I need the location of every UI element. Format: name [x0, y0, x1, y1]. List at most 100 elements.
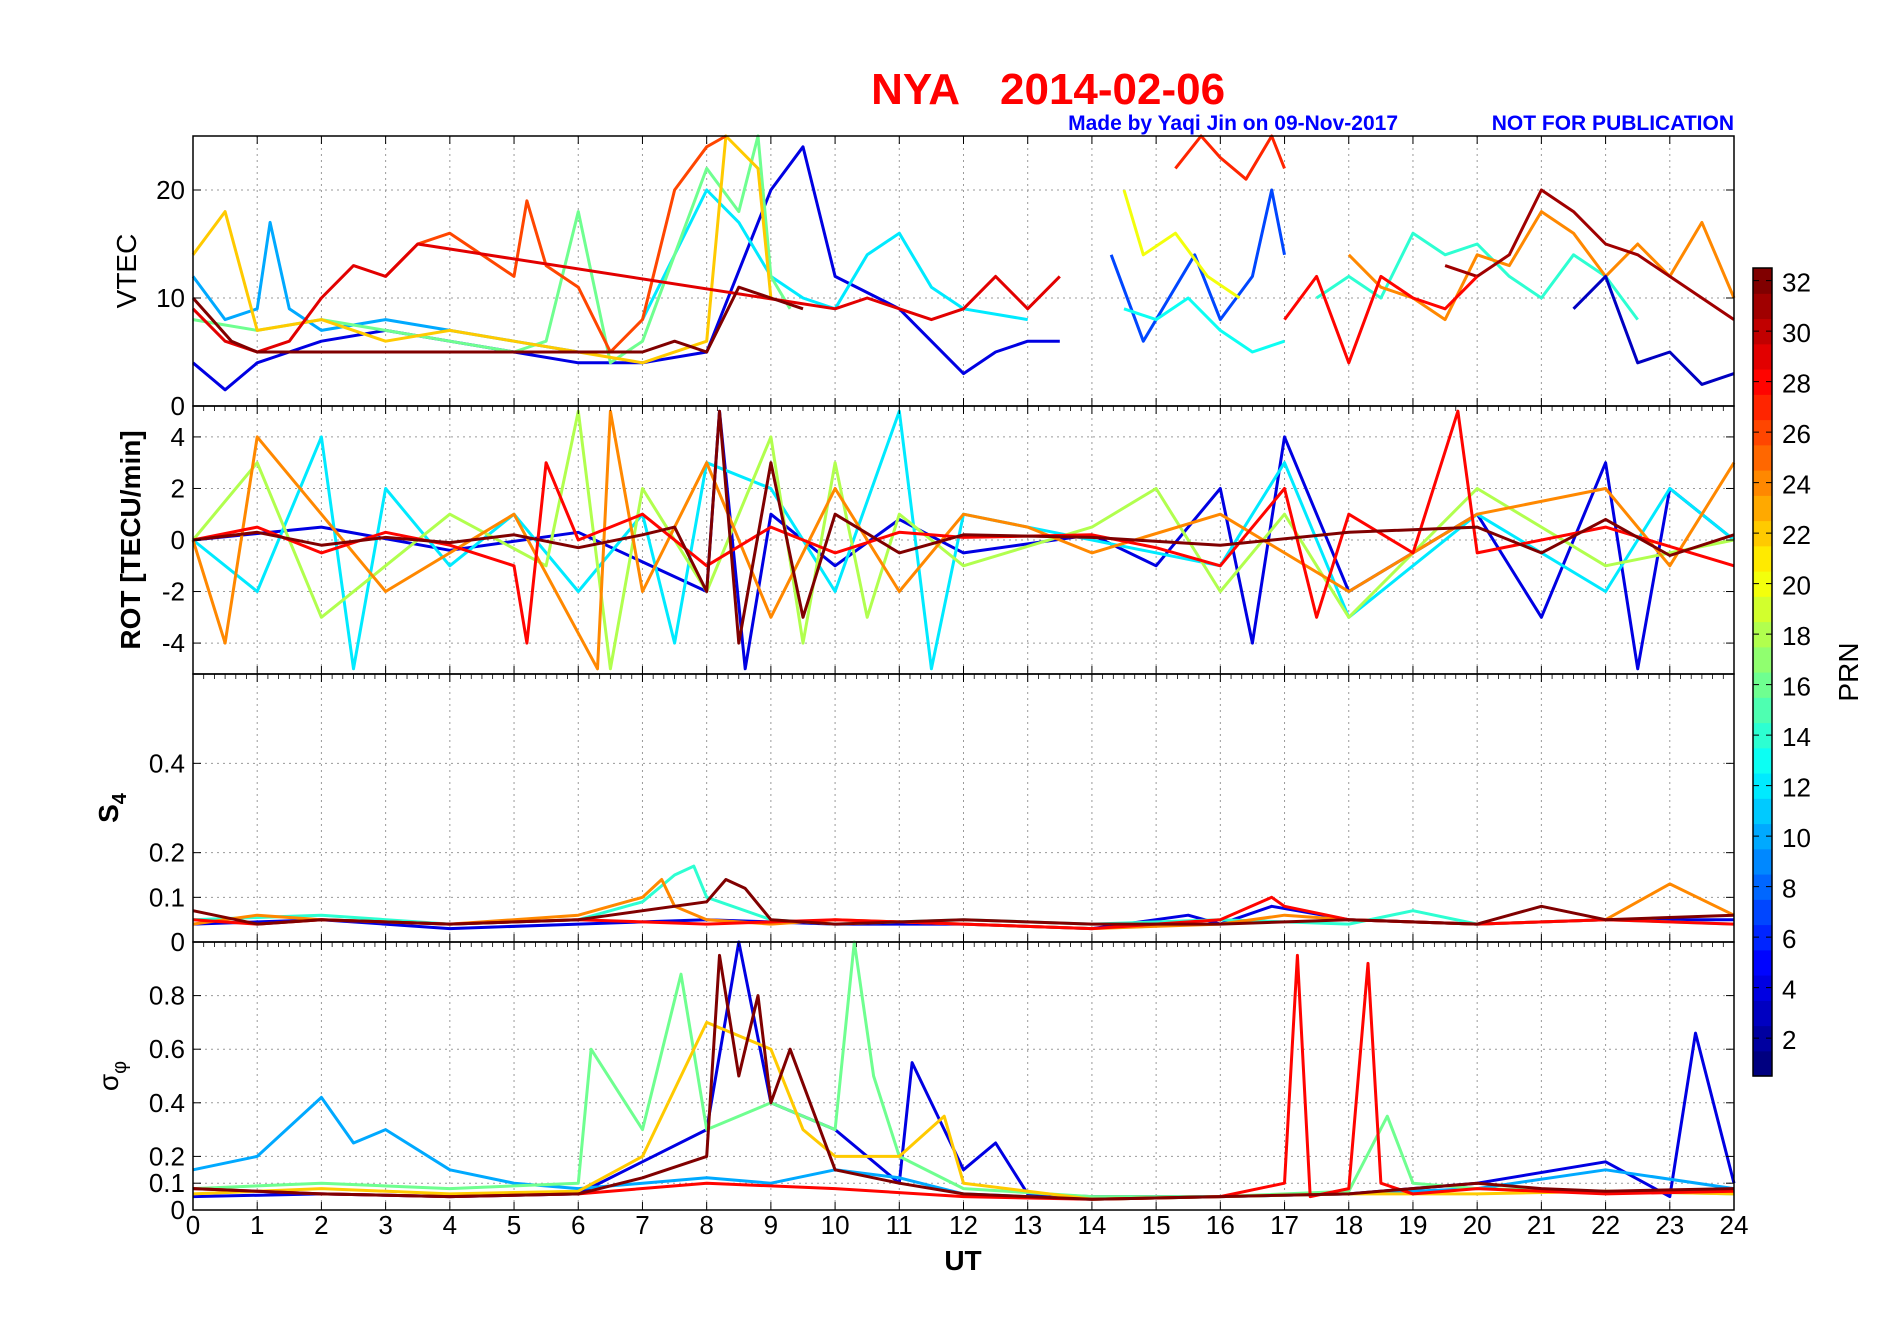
station-title: NYA: [871, 65, 960, 114]
colorbar-band: [1753, 949, 1772, 976]
colorbar-band: [1753, 495, 1772, 522]
vtec-ylabel: VTEC: [111, 234, 142, 309]
colorbar-band: [1753, 470, 1772, 496]
x-tick-label: 21: [1527, 1210, 1556, 1240]
colorbar-tick-label: 8: [1782, 874, 1796, 904]
s4-ytick-label: 0: [171, 927, 185, 957]
x-tick-label: 6: [571, 1210, 585, 1240]
x-tick-label: 15: [1142, 1210, 1171, 1240]
colorbar-label: PRN: [1833, 642, 1864, 701]
vtec-series-prn-4: [192, 145, 1060, 392]
colorbar-tick-label: 20: [1782, 571, 1811, 601]
sigma-phi-ytick-label: 0: [171, 1195, 185, 1225]
colorbar-band: [1753, 596, 1772, 623]
sigma-phi-ylabel: σφ: [93, 1061, 131, 1091]
x-tick-label: 1: [250, 1210, 264, 1240]
vtec-series-prn-12: [641, 188, 1028, 322]
vtec-series-prn-16: [192, 134, 792, 365]
colorbar-tick-label: 6: [1782, 924, 1796, 954]
x-tick-label: 24: [1720, 1210, 1749, 1240]
colorbar-band: [1753, 899, 1772, 926]
colorbar-tick-label: 32: [1782, 268, 1811, 298]
vtec-series-prn-31: [1444, 188, 1735, 321]
x-tick-label: 3: [378, 1210, 392, 1240]
x-tick-label: 14: [1077, 1210, 1106, 1240]
colorbar-frame: [1752, 267, 1773, 1077]
rot-ytick-label: 0: [171, 525, 185, 555]
rot-series-prn-28: [192, 409, 1735, 645]
vtec-series-prn-32: [191, 285, 804, 354]
colorbar-band: [1753, 722, 1772, 749]
colorbar-band: [1753, 848, 1772, 875]
sigma-phi-series: [192, 940, 1736, 1201]
x-tick-labels: 0 1 2 3 4 5 6 7 8 9 10 11 12 13 14 15 16 17 18 19 20 21 22 23 24: [186, 1210, 1749, 1240]
rot-series: [191, 409, 1736, 671]
colorbar-band: [1753, 646, 1772, 673]
s4-ytick-label: 0.1: [149, 882, 185, 912]
colorbar-band: [1753, 571, 1772, 597]
colorbar-tick-label: 10: [1782, 823, 1811, 853]
x-axis-label: UT: [944, 1245, 981, 1276]
colorbar-band: [1753, 975, 1772, 1001]
sigma-phi-ytick-label: 0.1: [149, 1168, 185, 1198]
s4-ytick-label: 0.2: [149, 838, 185, 868]
x-tick-label: 12: [949, 1210, 978, 1240]
sigma-phi-ytick-label: 0.6: [149, 1034, 185, 1064]
rot-series-prn-12: [192, 409, 1735, 671]
colorbar-tick-label: 16: [1782, 672, 1811, 702]
s4-ticks: 0 0.1 0.2 0.4: [149, 674, 1735, 957]
x-tick-label: 7: [635, 1210, 649, 1240]
colorbar-band: [1753, 747, 1772, 774]
colorbar-band: [1753, 798, 1772, 825]
sigma-phi-series-prn-22: [192, 1020, 1735, 1201]
colorbar-band: [1753, 293, 1772, 320]
vtec-series-prn-20: [1122, 189, 1241, 300]
vtec-series-prn-7: [1109, 188, 1286, 343]
colorbar-band: [1753, 874, 1772, 900]
vtec-series-prn-22: [191, 134, 773, 365]
sigma-phi-ytick-label: 0.2: [149, 1141, 185, 1171]
s4-ytick-label: 0.4: [149, 748, 185, 778]
colorbar-band: [1753, 672, 1772, 698]
notice-text: NOT FOR PUBLICATION: [1492, 112, 1734, 135]
colorbar-band: [1753, 369, 1772, 395]
colorbar-band: [1753, 268, 1772, 294]
x-tick-label: 11: [886, 1210, 913, 1240]
x-tick-label: 18: [1334, 1210, 1363, 1240]
rot-ytick-label: 4: [171, 422, 185, 452]
credit-text: Made by Yaqi Jin on 09-Nov-2017: [1068, 112, 1398, 135]
vtec-series-prn-3: [1572, 274, 1735, 386]
rot-ylabel: ROT [TECU/min]: [115, 430, 146, 649]
colorbar-band: [1753, 444, 1772, 471]
x-tick-label: 4: [443, 1210, 457, 1240]
colorbar-band: [1753, 1000, 1772, 1027]
sigma-phi-panel: 00.10.2 0.4 0.6 0.8 σφ: [93, 940, 1736, 1225]
x-tick-label: 22: [1591, 1210, 1620, 1240]
x-tick-label: 9: [764, 1210, 778, 1240]
colorbar-band: [1753, 924, 1772, 951]
x-tick-label: 17: [1270, 1210, 1299, 1240]
x-tick-label: 19: [1398, 1210, 1427, 1240]
rot-series-prn-24: [191, 409, 1736, 671]
colorbar-tick-label: 24: [1782, 470, 1811, 500]
colorbar-band: [1753, 773, 1772, 799]
colorbar-band: [1753, 545, 1772, 572]
colorbar-tick-label: 14: [1782, 722, 1811, 752]
vtec-series-prn-27: [1174, 134, 1286, 181]
rot-series-prn-18: [191, 409, 1735, 671]
sigma-phi-series-prn-16: [192, 940, 1735, 1199]
rot-series-prn-32: [192, 409, 1735, 645]
sigma-phi-series-prn-32: [192, 953, 1735, 1201]
colorbar-band: [1753, 1025, 1772, 1052]
s4-grid: [193, 674, 1734, 942]
colorbar-tick-label: 4: [1782, 975, 1796, 1005]
colorbar-band: [1753, 1050, 1772, 1077]
x-tick-label: 8: [699, 1210, 713, 1240]
x-tick-label: 2: [314, 1210, 328, 1240]
vtec-series-prn-13: [1123, 296, 1285, 354]
rot-ytick-label: -4: [162, 628, 185, 658]
colorbar-tick-label: 18: [1782, 621, 1811, 651]
rot-ytick-label: 2: [171, 473, 185, 503]
